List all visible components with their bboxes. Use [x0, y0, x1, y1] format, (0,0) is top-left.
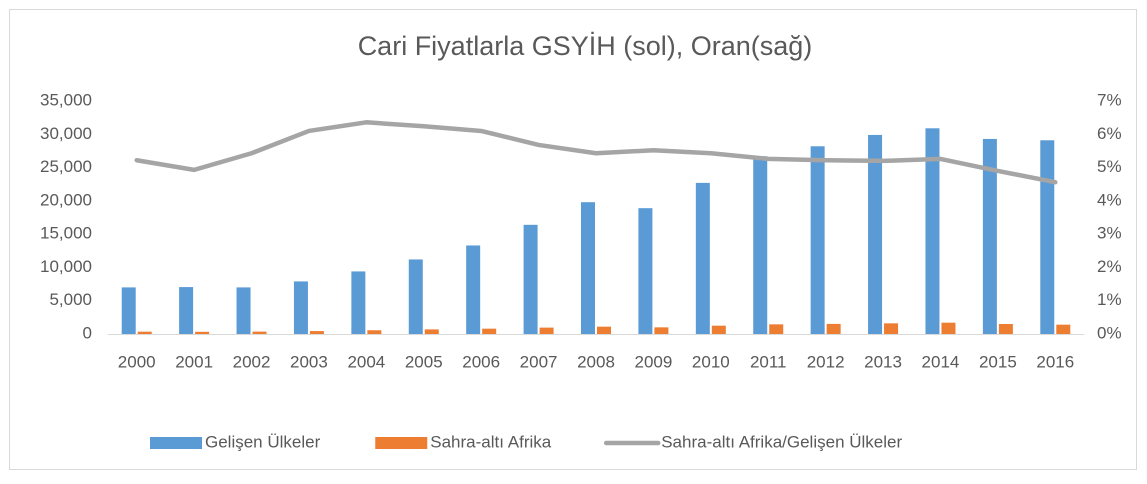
bar [137, 331, 152, 334]
bar [482, 328, 497, 334]
bar [753, 156, 768, 334]
bar [826, 323, 841, 334]
y-tick-label: 0 [83, 323, 92, 342]
chart-title: Cari Fiyatlarla GSYİH (sol), Oran(sağ) [358, 30, 813, 61]
legend-label: Gelişen Ülkeler [205, 432, 321, 451]
x-tick-label: 2004 [347, 352, 385, 371]
legend-swatch [375, 437, 428, 449]
bar [367, 330, 382, 334]
y-tick-label: 10,000 [40, 257, 92, 276]
bar [638, 208, 653, 334]
bar [408, 259, 423, 334]
legend-swatch [150, 437, 202, 449]
bar [941, 322, 956, 334]
bar [654, 327, 669, 334]
legend-label: Sahra-altı Afrika/Gelişen Ülkeler [661, 432, 902, 451]
x-tick-label: 2005 [405, 352, 443, 371]
bar [293, 281, 308, 334]
x-tick-label: 2016 [1036, 352, 1074, 371]
x-tick-label: 2003 [290, 352, 328, 371]
x-tick-label: 2015 [979, 352, 1017, 371]
x-tick-label: 2014 [922, 352, 960, 371]
y2-tick-label: 7% [1097, 90, 1122, 109]
legend-label: Sahra-altı Afrika [430, 432, 551, 451]
y-tick-label: 25,000 [40, 157, 92, 176]
bar [236, 287, 251, 334]
bar [982, 138, 997, 334]
y-tick-label: 35,000 [40, 90, 92, 109]
bar [466, 245, 481, 334]
x-tick-label: 2011 [750, 352, 787, 371]
bar [309, 331, 324, 334]
bar [539, 327, 554, 334]
x-tick-label: 2000 [118, 352, 156, 371]
bar [195, 331, 210, 334]
chart-border [9, 9, 1137, 470]
x-tick-label: 2007 [520, 352, 558, 371]
bar [351, 271, 366, 334]
x-tick-label: 2013 [864, 352, 902, 371]
line [134, 120, 1058, 185]
bar [884, 323, 899, 334]
bar [581, 202, 595, 334]
y2-tick-label: 2% [1097, 257, 1122, 276]
bar [523, 224, 538, 334]
bar [998, 324, 1013, 334]
bar [121, 287, 136, 334]
y-tick-label: 30,000 [40, 124, 92, 143]
bar [1056, 324, 1071, 334]
x-tick-label: 2010 [692, 352, 730, 371]
x-tick-label: 2002 [233, 352, 271, 371]
bar [424, 329, 439, 334]
bar [925, 128, 940, 334]
bar [769, 324, 784, 334]
bar [695, 182, 710, 334]
x-tick-label: 2008 [577, 352, 615, 371]
bar [252, 331, 267, 334]
bar [711, 325, 726, 334]
bar [868, 134, 883, 334]
bar [1040, 140, 1055, 334]
x-tick-label: 2009 [634, 352, 672, 371]
x-tick-label: 2012 [807, 352, 845, 371]
y-tick-label: 5,000 [49, 290, 92, 309]
y2-tick-label: 3% [1097, 224, 1122, 243]
bar [597, 326, 611, 334]
bar [810, 146, 825, 334]
y2-tick-label: 6% [1097, 124, 1122, 143]
y-tick-label: 15,000 [40, 224, 92, 243]
y2-tick-label: 5% [1097, 157, 1122, 176]
y2-tick-label: 1% [1097, 290, 1122, 309]
y2-tick-label: 0% [1097, 323, 1122, 342]
bar [179, 287, 194, 334]
y-tick-label: 20,000 [40, 190, 92, 209]
x-tick-label: 2001 [175, 352, 213, 371]
x-tick-label: 2006 [462, 352, 500, 371]
y2-tick-label: 4% [1097, 190, 1122, 209]
